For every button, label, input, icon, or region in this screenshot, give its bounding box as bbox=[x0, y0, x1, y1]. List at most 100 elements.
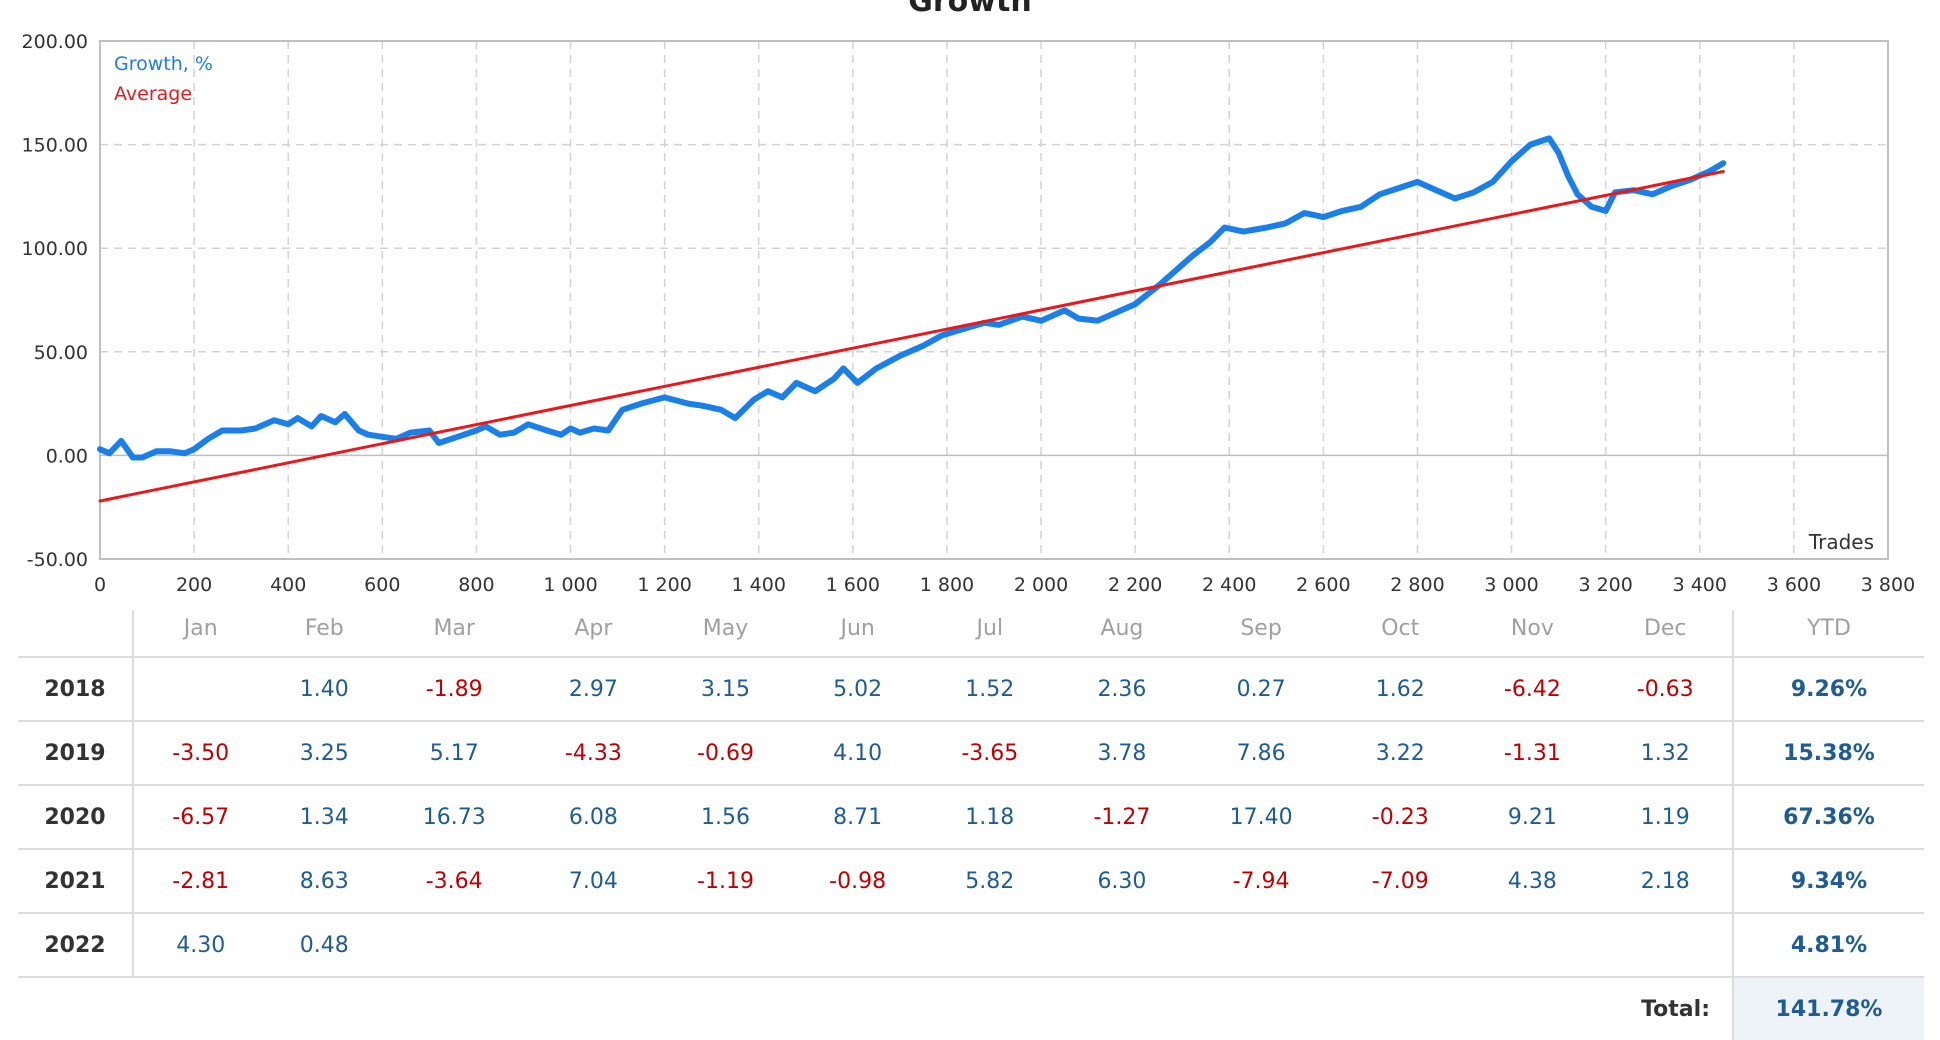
month-header: Apr bbox=[574, 616, 613, 641]
month-header: Jun bbox=[840, 616, 875, 641]
month-value-cell: 4.10 bbox=[791, 720, 924, 785]
month-value-cell bbox=[1598, 912, 1733, 977]
year-header bbox=[18, 610, 134, 657]
month-value-cell: -6.57 bbox=[133, 784, 268, 849]
month-value-cell: 3.15 bbox=[659, 656, 792, 721]
x-tick-label: 0 bbox=[94, 574, 106, 596]
x-tick-label: 2 400 bbox=[1202, 574, 1256, 596]
month-value-cell: 3.78 bbox=[1055, 720, 1188, 785]
month-value-cell: -0.98 bbox=[791, 848, 924, 913]
month-value-cell: 3.22 bbox=[1334, 720, 1467, 785]
month-value-cell: 3.25 bbox=[267, 720, 382, 785]
growth-chart: -50.00 0.00 50.00 100.00 150.00 200.00 0 200 40… bbox=[22, 31, 1916, 596]
x-tick-label: 3 400 bbox=[1673, 574, 1727, 596]
table-row: 2020 -6.57 1.34 16.73 6.08 1.56 8.71 1.18 -1.27 1… bbox=[18, 784, 1924, 849]
legend-entry: Average bbox=[114, 83, 192, 105]
growth-series-line bbox=[97, 135, 1727, 461]
x-tick-label: 600 bbox=[364, 574, 400, 596]
month-value-cell: 1.62 bbox=[1334, 656, 1467, 721]
x-tick-label: 1 600 bbox=[826, 574, 880, 596]
year-cell: 2021 bbox=[18, 848, 134, 913]
month-value-cell bbox=[791, 912, 924, 977]
month-value-cell: 5.17 bbox=[381, 720, 528, 785]
month-value-cell bbox=[527, 912, 660, 977]
year-cell: 2019 bbox=[18, 720, 134, 785]
series bbox=[97, 135, 1727, 503]
month-value-cell bbox=[1188, 912, 1335, 977]
x-tick-label: 2 600 bbox=[1296, 574, 1350, 596]
month-value-cell bbox=[1466, 912, 1599, 977]
y-tick-label: 150.00 bbox=[22, 135, 88, 157]
month-value-cell: 1.32 bbox=[1598, 720, 1733, 785]
month-value-cell: 7.04 bbox=[527, 848, 660, 913]
month-value-cell: 2.36 bbox=[1055, 656, 1188, 721]
legend: Growth, % Average bbox=[114, 53, 213, 105]
x-tick-label: 3 600 bbox=[1767, 574, 1821, 596]
x-tick-label: 2 200 bbox=[1108, 574, 1162, 596]
month-value-cell: 4.30 bbox=[133, 912, 268, 977]
month-header: Sep bbox=[1240, 616, 1282, 641]
month-value-cell: -1.31 bbox=[1466, 720, 1599, 785]
month-value-cell: 1.52 bbox=[923, 656, 1056, 721]
month-value-cell bbox=[1334, 912, 1467, 977]
month-header: Jul bbox=[976, 616, 1004, 641]
month-value-cell: -0.23 bbox=[1334, 784, 1467, 849]
month-value-cell: -0.69 bbox=[659, 720, 792, 785]
month-header: Jan bbox=[183, 616, 218, 641]
month-value-cell: -0.63 bbox=[1598, 656, 1733, 721]
month-value-cell: 1.18 bbox=[923, 784, 1056, 849]
x-axis: 0 200 400 600 800 1 000 1 200 1 400 1 600 1 800 2 … bbox=[94, 574, 1915, 596]
x-tick-label: 1 400 bbox=[732, 574, 786, 596]
x-axis-label: Trades bbox=[1808, 530, 1874, 554]
month-value-cell: 8.71 bbox=[791, 784, 924, 849]
month-header: Mar bbox=[433, 616, 475, 641]
month-value-cell: -7.09 bbox=[1334, 848, 1467, 913]
month-value-cell: 0.27 bbox=[1188, 656, 1335, 721]
month-value-cell: -2.81 bbox=[133, 848, 268, 913]
table-row: 2018 1.40 -1.89 2.97 3.15 5.02 1.52 2.36 0.27 1.6… bbox=[18, 656, 1924, 721]
ytd-cell: 67.36% bbox=[1732, 784, 1924, 849]
total-row: Total: 141.78% bbox=[18, 976, 1924, 1040]
plot-frame bbox=[99, 40, 1889, 560]
month-value-cell: -1.27 bbox=[1055, 784, 1188, 849]
legend-entry: Growth, % bbox=[114, 53, 213, 75]
month-value-cell: -1.89 bbox=[381, 656, 528, 721]
ytd-cell: 9.26% bbox=[1732, 656, 1924, 721]
month-header: May bbox=[702, 616, 749, 641]
month-value-cell: 2.18 bbox=[1598, 848, 1733, 913]
month-value-cell: -7.94 bbox=[1188, 848, 1335, 913]
y-tick-label: 200.00 bbox=[22, 31, 88, 53]
x-tick-label: 1 200 bbox=[637, 574, 691, 596]
month-value-cell: 6.30 bbox=[1055, 848, 1188, 913]
total-value: 141.78% bbox=[1732, 976, 1924, 1040]
table-header-row: Jan Feb Mar Apr May Jun Jul Aug Sep Oct Nov Dec YTD bbox=[18, 610, 1924, 657]
x-tick-label: 3 200 bbox=[1578, 574, 1632, 596]
table-row: 2022 4.30 0.48 4.81% bbox=[18, 912, 1924, 977]
year-cell: 2020 bbox=[18, 784, 134, 849]
month-header: Feb bbox=[304, 616, 344, 641]
month-header: Nov bbox=[1510, 616, 1554, 641]
ytd-header: YTD bbox=[1732, 610, 1924, 657]
x-tick-label: 1 800 bbox=[920, 574, 974, 596]
month-value-cell: 6.08 bbox=[527, 784, 660, 849]
month-value-cell: 17.40 bbox=[1188, 784, 1335, 849]
year-cell: 2022 bbox=[18, 912, 134, 977]
x-tick-label: 800 bbox=[458, 574, 494, 596]
month-value-cell: 5.82 bbox=[923, 848, 1056, 913]
table-row: 2019 -3.50 3.25 5.17 -4.33 -0.69 4.10 -3.65 3.78… bbox=[18, 720, 1924, 785]
month-value-cell: -3.64 bbox=[381, 848, 528, 913]
month-value-cell: 4.38 bbox=[1466, 848, 1599, 913]
month-value-cell: -3.50 bbox=[133, 720, 268, 785]
ytd-cell: 9.34% bbox=[1732, 848, 1924, 913]
x-tick-label: 3 800 bbox=[1861, 574, 1915, 596]
month-value-cell: 5.02 bbox=[791, 656, 924, 721]
ytd-cell: 15.38% bbox=[1732, 720, 1924, 785]
month-value-cell bbox=[659, 912, 792, 977]
grid bbox=[100, 41, 1888, 559]
ytd-cell: 4.81% bbox=[1732, 912, 1924, 977]
month-header: Aug bbox=[1100, 616, 1144, 641]
month-value-cell: 7.86 bbox=[1188, 720, 1335, 785]
x-tick-label: 200 bbox=[176, 574, 212, 596]
month-value-cell: 1.40 bbox=[267, 656, 382, 721]
x-tick-label: 400 bbox=[270, 574, 306, 596]
